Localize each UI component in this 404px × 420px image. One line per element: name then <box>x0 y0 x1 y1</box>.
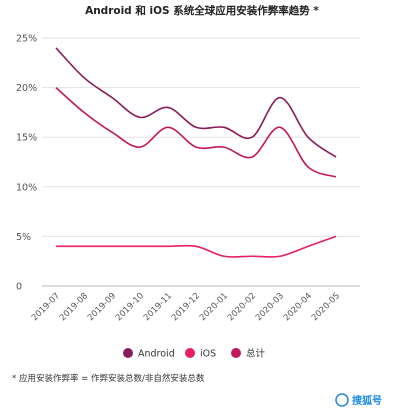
y-tick-label: 25% <box>16 34 37 45</box>
chart-title: Android 和 iOS 系统全球应用安装作弊率趋势 * <box>85 4 319 17</box>
x-tick-label: 2020-02 <box>226 291 258 323</box>
x-tick-label: 2019-12 <box>170 291 202 323</box>
watermark-text: 搜狐号 <box>352 394 382 407</box>
watermark-logo-icon <box>335 393 349 407</box>
y-tick-label: 10% <box>16 182 37 193</box>
x-tick-label: 2019-08 <box>58 291 90 323</box>
x-tick-label: 2020-04 <box>282 291 314 323</box>
legend-swatch <box>123 348 133 358</box>
x-tick-label: 2020-01 <box>198 291 230 323</box>
y-tick-label: 15% <box>16 133 37 144</box>
series-line-总计 <box>55 87 337 178</box>
x-tick-label: 2019-09 <box>86 291 118 323</box>
x-tick-label: 2019-10 <box>114 291 146 323</box>
watermark: 搜狐号 <box>335 393 382 407</box>
x-axis-ticks: 2019-072019-082019-092019-102019-112019-… <box>30 291 342 323</box>
y-tick-label: 20% <box>16 83 37 94</box>
y-axis-ticks: 25% 20% 15% 10% 5% 0 <box>16 34 37 293</box>
y-tick-label: 5% <box>16 232 31 243</box>
legend-label: 总计 <box>246 348 266 360</box>
footnote: * 应用安装作弊率 = 作弊安装总数/非自然安装总数 <box>12 373 205 384</box>
legend-swatch <box>231 348 241 358</box>
x-tick-label: 2020-03 <box>254 291 286 323</box>
legend-label: Android <box>138 349 175 360</box>
x-tick-label: 2019-07 <box>30 291 62 323</box>
y-tick-label: 0 <box>16 282 22 293</box>
series-lines <box>55 47 337 258</box>
legend: Android iOS 总计 <box>123 348 266 360</box>
series-line-Android <box>55 47 337 158</box>
series-line-iOS <box>56 235 337 258</box>
gridlines <box>42 37 360 287</box>
legend-label: iOS <box>200 349 216 360</box>
legend-swatch <box>185 348 195 358</box>
x-tick-label: 2020-05 <box>310 291 342 323</box>
x-tick-label: 2019-11 <box>142 291 174 323</box>
